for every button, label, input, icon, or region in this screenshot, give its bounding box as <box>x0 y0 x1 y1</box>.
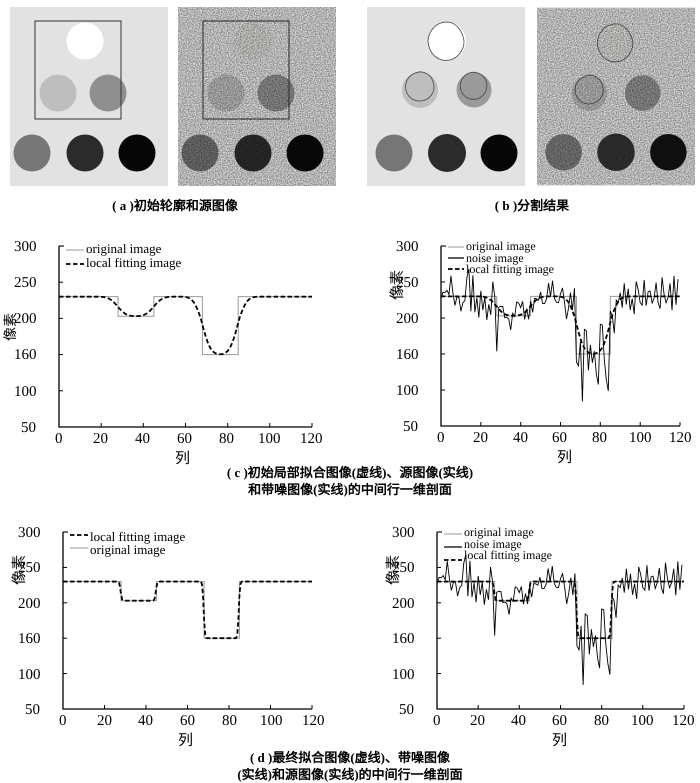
svg-text:像素: 像素 <box>11 555 28 585</box>
svg-text:像素: 像素 <box>385 555 402 585</box>
svg-text:像素: 像素 <box>389 270 406 300</box>
svg-text:像素: 像素 <box>3 313 19 341</box>
